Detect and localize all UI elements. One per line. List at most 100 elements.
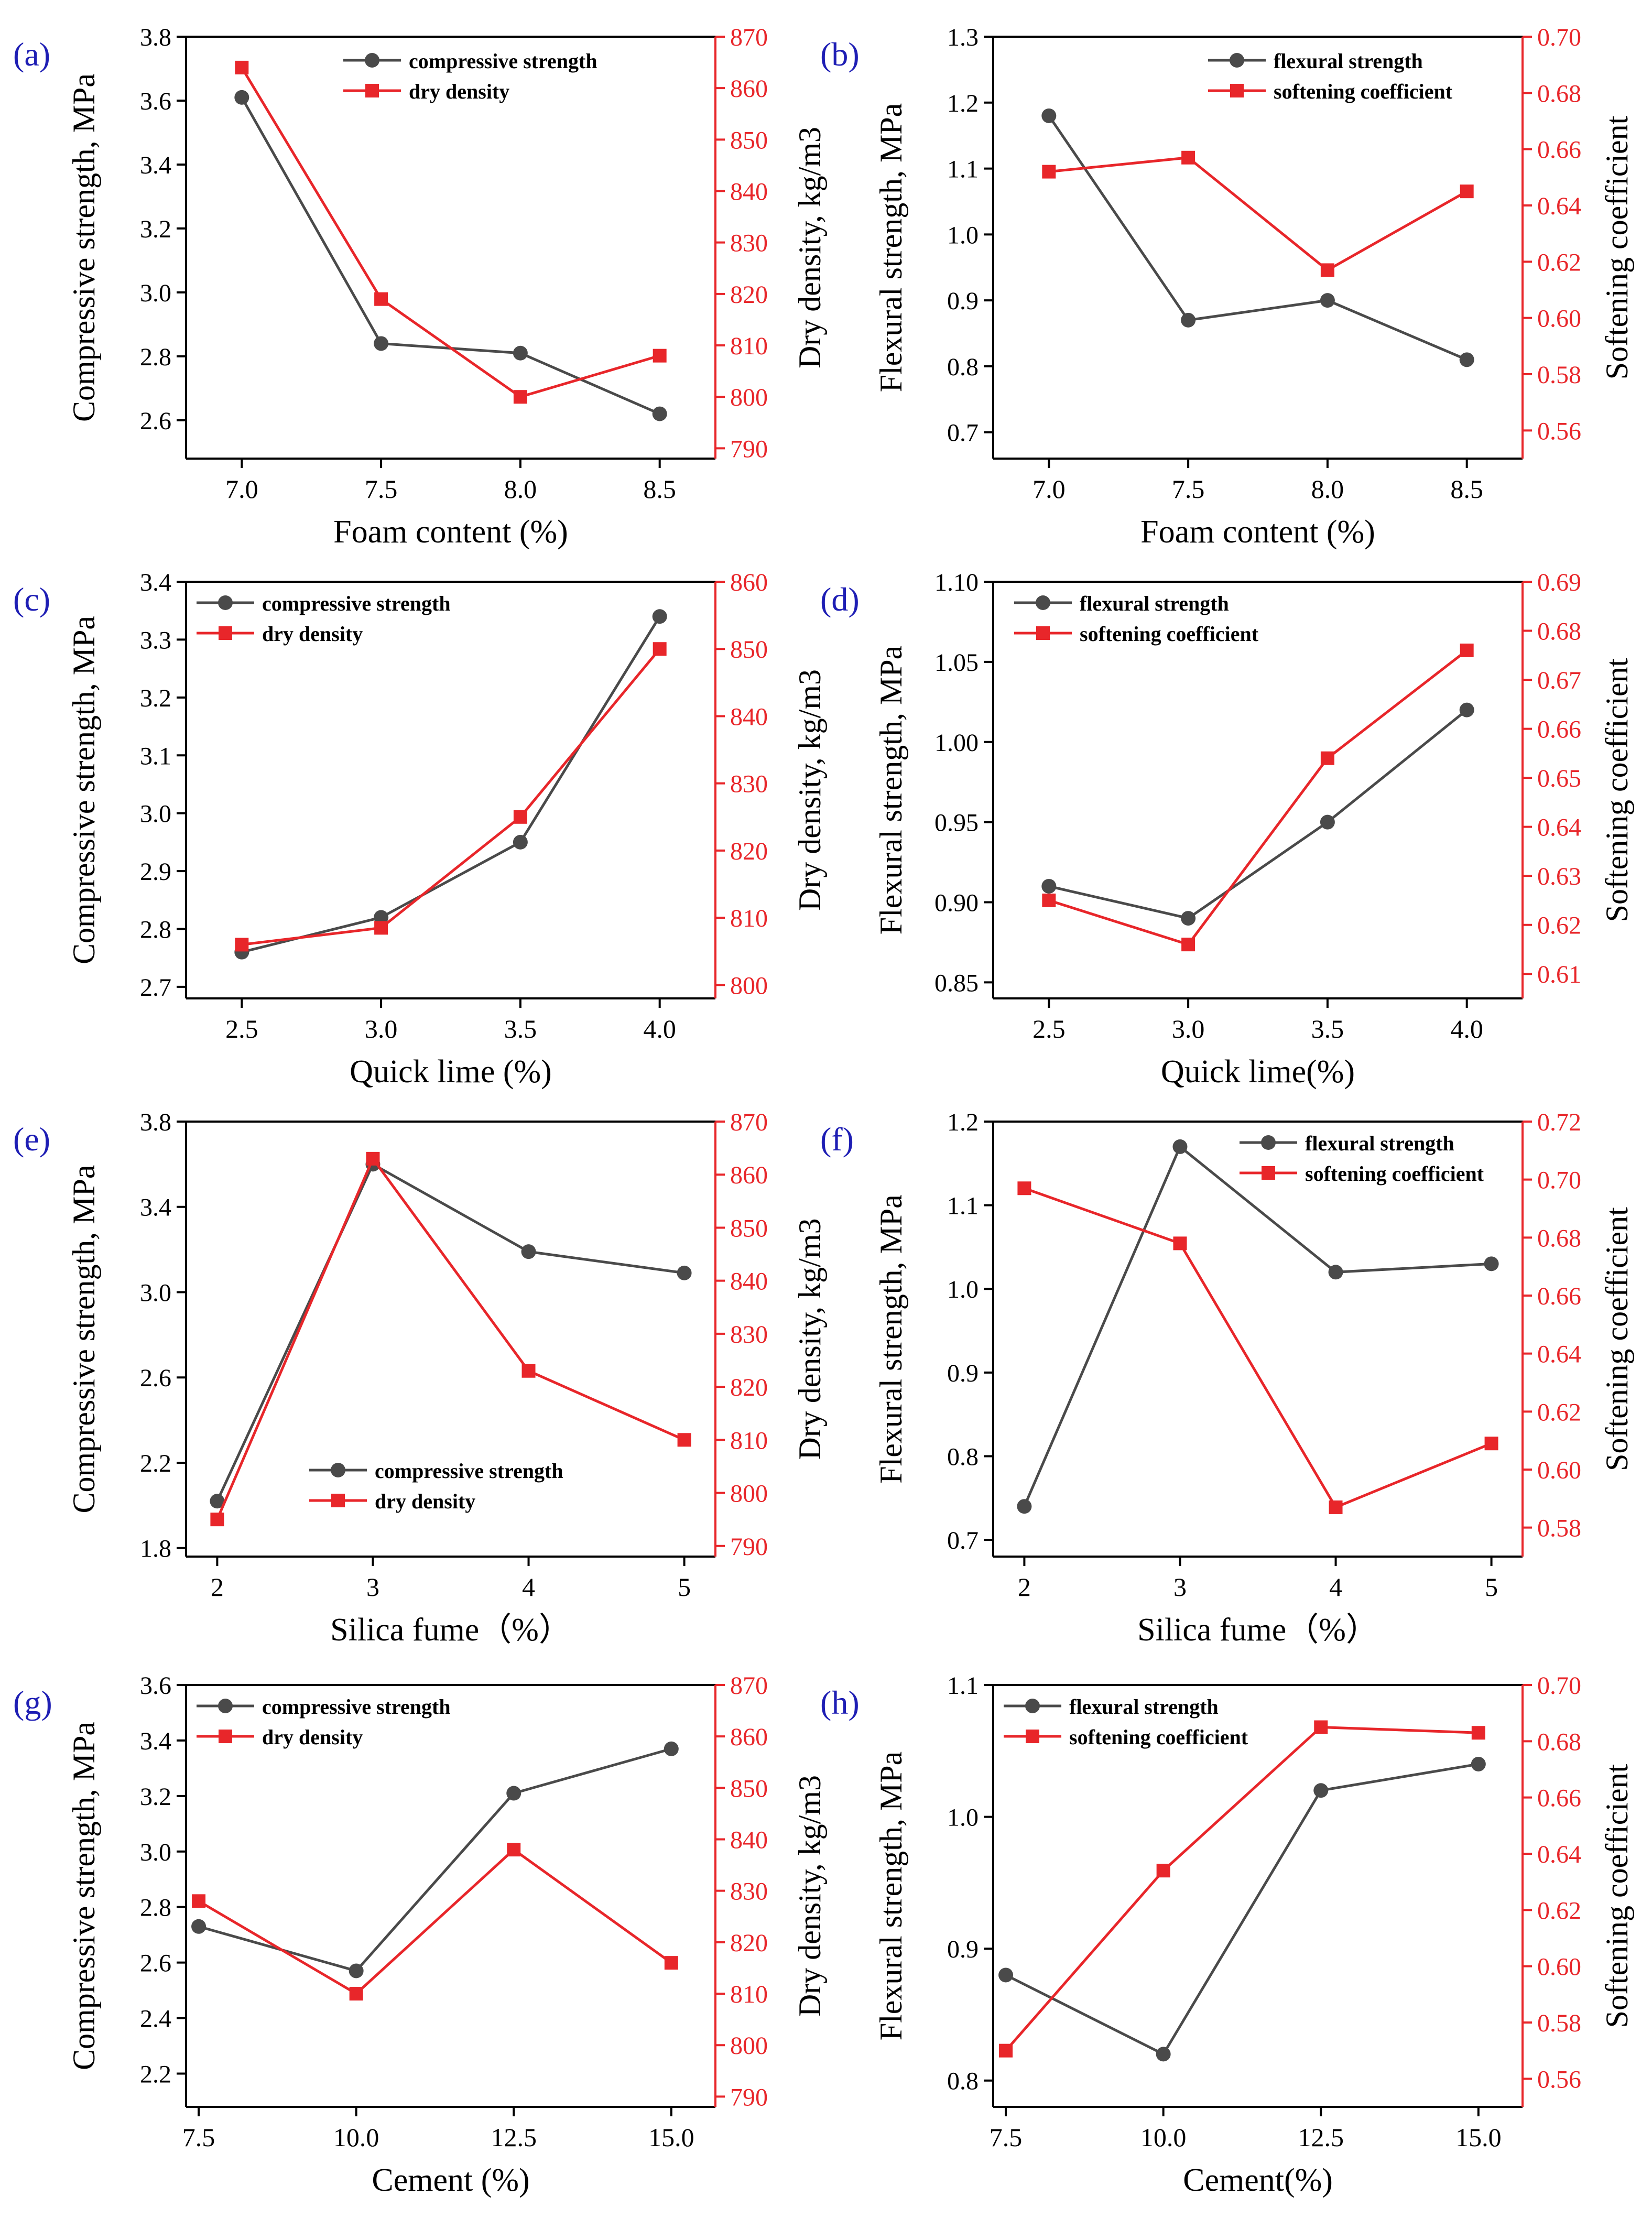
data-point-dry-density xyxy=(664,1956,678,1970)
left-y-tick-label: 3.2 xyxy=(140,684,171,712)
x-tick-label: 2 xyxy=(211,1572,224,1602)
left-y-tick-label: 2.9 xyxy=(140,858,171,886)
data-point-dry-density xyxy=(507,1843,521,1857)
left-y-tick-label: 1.10 xyxy=(934,569,979,596)
left-y-tick-label: 3.0 xyxy=(140,1279,171,1307)
legend-label: softening coefficient xyxy=(1274,80,1453,103)
chart-panel-6: (g) 7.5 10.0 12.5 15.0 Cement (%) 2.2 2.4 2.6 2.8… xyxy=(13,1672,827,2198)
right-y-tick-label: 870 xyxy=(730,1672,768,1700)
legend-label: compressive strength xyxy=(262,1695,451,1719)
left-y-tick-label: 3.2 xyxy=(140,215,171,243)
right-y-tick-label: 790 xyxy=(730,2083,768,2111)
x-tick-label: 7.0 xyxy=(225,474,258,504)
right-y-tick-label: 830 xyxy=(730,1878,768,1906)
data-point-compressive-strength xyxy=(506,1786,521,1801)
series-line-flexural-strength xyxy=(1005,1763,1479,2056)
panel-label: (e) xyxy=(13,1121,50,1158)
left-y-tick-label: 0.7 xyxy=(947,419,979,447)
x-tick-label: 8.5 xyxy=(1450,474,1483,504)
right-y-tick-label: 800 xyxy=(730,972,768,999)
chart-panel-3: (d) 2.5 3.0 3.5 4.0 Quick lime(%) 0.85 0.90 0.95… xyxy=(820,569,1634,1090)
x-tick-label: 15.0 xyxy=(648,2123,694,2152)
legend-marker xyxy=(365,53,379,68)
chart-panel-1: (b) 7.0 7.5 8.0 8.5 Foam content (%) 0.7 0.8 0.9… xyxy=(820,24,1634,550)
legend-marker xyxy=(365,84,379,97)
right-y-tick-label: 840 xyxy=(730,1268,768,1296)
legend-label: compressive strength xyxy=(375,1459,563,1483)
x-tick-label: 3 xyxy=(1173,1572,1187,1602)
data-point-softening-coefficient xyxy=(1042,893,1056,907)
left-y-axis-title: Compressive strength, MPa xyxy=(67,1722,101,2070)
left-y-tick-label: 2.7 xyxy=(140,974,171,1002)
left-y-tick-label: 1.0 xyxy=(947,1804,979,1832)
data-point-softening-coefficient xyxy=(1181,150,1195,165)
legend-marker xyxy=(219,1730,232,1743)
series-line-flexural-strength xyxy=(1048,709,1468,920)
x-tick-label: 7.5 xyxy=(990,2123,1023,2152)
right-y-tick-label: 850 xyxy=(730,1775,768,1802)
data-point-softening-coefficient xyxy=(1173,1236,1187,1251)
x-tick-label: 7.0 xyxy=(1032,474,1066,504)
data-point-compressive-strength xyxy=(664,1741,679,1756)
right-y-tick-label: 0.60 xyxy=(1537,1456,1581,1484)
series-line-flexural-strength xyxy=(1048,115,1468,361)
legend-marker xyxy=(1261,1135,1276,1150)
x-tick-label: 12.5 xyxy=(1298,2123,1344,2152)
legend-marker xyxy=(331,1463,345,1477)
left-y-tick-label: 3.4 xyxy=(140,1194,171,1222)
x-axis-title: Cement(%) xyxy=(1183,2162,1333,2198)
right-y-axis-title: Dry density, kg/m3 xyxy=(792,1775,827,2017)
right-y-tick-label: 0.68 xyxy=(1537,618,1581,646)
right-y-tick-label: 0.64 xyxy=(1537,814,1581,842)
x-axis-title: Silica fume（%） xyxy=(330,1612,571,1648)
left-y-tick-label: 1.2 xyxy=(947,1108,979,1136)
data-point-flexural-strength xyxy=(1320,293,1335,308)
x-tick-label: 2.5 xyxy=(1032,1014,1066,1043)
data-point-compressive-strength xyxy=(374,336,389,351)
x-tick-label: 2.5 xyxy=(225,1014,258,1043)
x-tick-label: 4 xyxy=(1329,1572,1342,1602)
series-line-compressive-strength xyxy=(241,615,661,954)
series-line-dry-density xyxy=(241,67,660,398)
data-point-dry-density xyxy=(374,292,388,306)
left-y-tick-label: 3.2 xyxy=(140,1783,171,1811)
left-y-tick-label: 1.1 xyxy=(947,1192,979,1220)
data-point-softening-coefficient xyxy=(1460,643,1474,657)
left-y-tick-label: 1.00 xyxy=(934,729,979,757)
series-line-softening-coefficient xyxy=(1049,156,1468,272)
panel-label: (g) xyxy=(13,1684,52,1721)
series-line-dry-density xyxy=(198,1847,672,1996)
legend-label: flexural strength xyxy=(1080,592,1229,615)
legend-marker xyxy=(1025,1699,1040,1713)
data-point-softening-coefficient xyxy=(1314,1720,1328,1734)
right-y-tick-label: 0.70 xyxy=(1537,24,1581,51)
series-line-compressive-strength xyxy=(216,1162,684,1502)
left-y-tick-label: 0.95 xyxy=(934,809,979,837)
legend-marker xyxy=(1026,1730,1039,1743)
x-axis-title: Silica fume（%） xyxy=(1137,1612,1378,1648)
legend-label: softening coefficient xyxy=(1305,1162,1484,1186)
data-point-dry-density xyxy=(521,1364,536,1378)
right-y-tick-label: 0.64 xyxy=(1537,1341,1581,1368)
left-y-axis-title: Compressive strength, MPa xyxy=(67,616,101,964)
right-y-tick-label: 840 xyxy=(730,703,768,731)
data-point-flexural-strength xyxy=(1459,352,1474,367)
right-y-tick-label: 0.56 xyxy=(1537,417,1581,445)
right-y-tick-label: 800 xyxy=(730,384,768,411)
series-line-compressive-strength xyxy=(198,1747,672,1973)
left-y-tick-label: 3.0 xyxy=(140,279,171,307)
left-y-tick-label: 0.8 xyxy=(947,353,979,381)
data-point-dry-density xyxy=(513,810,527,824)
left-y-tick-label: 3.0 xyxy=(140,1839,171,1866)
left-y-axis-title: Flexural strength, MPa xyxy=(874,1194,908,1484)
legend-label: dry density xyxy=(262,1725,363,1749)
x-tick-label: 8.0 xyxy=(504,474,537,504)
legend-marker xyxy=(1230,53,1244,68)
left-y-tick-label: 2.6 xyxy=(140,1950,171,1977)
data-point-flexural-strength xyxy=(1181,312,1196,328)
data-point-flexural-strength xyxy=(1041,108,1057,123)
left-y-tick-label: 1.2 xyxy=(947,90,979,117)
left-y-tick-label: 2.8 xyxy=(140,1894,171,1922)
legend-marker xyxy=(219,626,232,640)
data-point-dry-density xyxy=(210,1513,224,1527)
